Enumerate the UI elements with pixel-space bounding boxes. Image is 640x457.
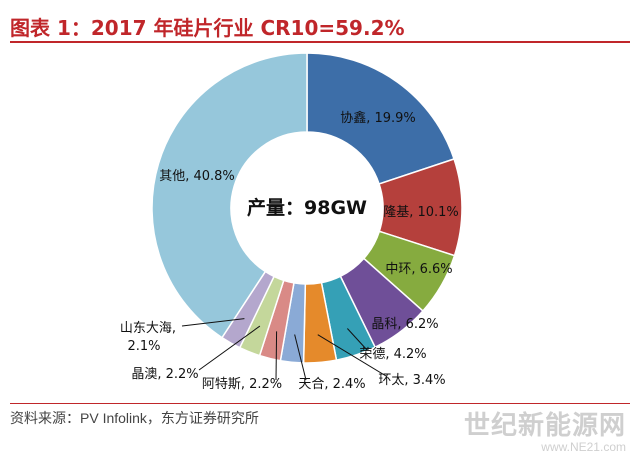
slice-label-环太: 环太, 3.4% — [378, 373, 445, 388]
footer-divider — [10, 403, 630, 404]
leader-line-阿特斯 — [275, 331, 278, 381]
donut-chart: 协鑫, 19.9% 隆基, 10.1% 中环, 6.6% 晶科, 6.2% 荣德, 4.… — [120, 52, 463, 392]
leader-line-山东大海 — [181, 318, 245, 327]
leader-line-天合 — [294, 334, 307, 381]
title-divider — [10, 41, 630, 43]
watermark-line1: 世纪新能源网 — [463, 411, 626, 441]
slice-label-阿特斯: 阿特斯, 2.2% — [202, 377, 282, 392]
slice-其他 — [151, 52, 308, 339]
watermark: 世纪新能源网 www.NE21.com — [464, 405, 626, 454]
leader-line-晶澳 — [198, 325, 261, 371]
slice-协鑫 — [306, 52, 455, 185]
slice-label-其他: 其他, 40.8% — [159, 169, 235, 184]
slice-label-中环: 中环, 6.6% — [385, 262, 452, 277]
slice-label-晶科: 晶科, 6.2% — [371, 317, 438, 332]
leader-line-环太 — [317, 334, 387, 377]
watermark-line2: www.NE21.com — [541, 440, 626, 454]
slice-label-荣德: 荣德, 4.2% — [359, 347, 426, 362]
chart-title: 图表 1：2017 年硅片行业 CR10=59.2% — [10, 16, 405, 40]
slice-label-隆基: 隆基, 10.1% — [383, 205, 459, 220]
source-note: 资料来源：PV Infolink，东方证券研究所 — [10, 410, 259, 426]
slice-labels: 协鑫, 19.9% 隆基, 10.1% 中环, 6.6% 晶科, 6.2% 荣德, 4.… — [120, 110, 459, 392]
slice-label-晶澳: 晶澳, 2.2% — [131, 366, 198, 382]
slice-label-协鑫: 协鑫, 19.9% — [340, 110, 416, 126]
slice-label-天合: 天合, 2.4% — [298, 377, 365, 392]
leader-lines — [181, 318, 387, 381]
slice-label-山东大海: 山东大海, 2.1% — [120, 321, 176, 354]
donut-slices — [151, 52, 463, 364]
leader-line-荣德 — [347, 328, 368, 351]
center-label: 产量：98GW — [247, 196, 367, 219]
